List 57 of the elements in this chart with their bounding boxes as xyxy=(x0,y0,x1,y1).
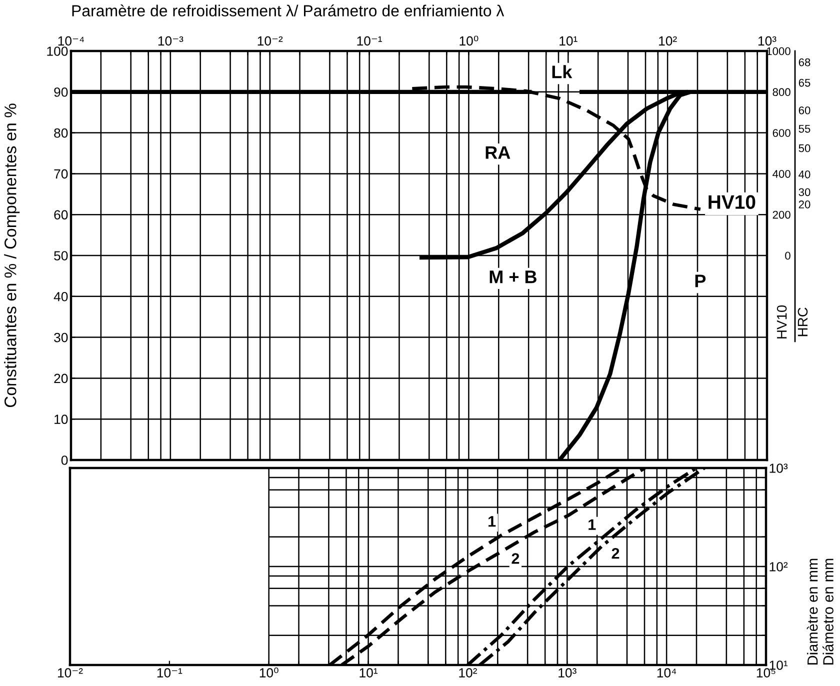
x-tick-label: 10⁻⁴ xyxy=(58,36,84,46)
y2-tick-label: 200 xyxy=(772,210,790,219)
x-tick-label: 10⁰ xyxy=(260,668,278,678)
y2-tick-label: 1000 xyxy=(766,47,790,56)
x-tick-label: 10⁻¹ xyxy=(357,36,382,46)
x-tick-label: 10¹ xyxy=(360,668,378,678)
y-tick-label: 10² xyxy=(770,562,788,572)
y-tick-label: 10 xyxy=(54,414,68,424)
text: 65 xyxy=(798,78,810,87)
y-tick-label: 40 xyxy=(54,292,68,302)
y2-tick-label: 800 xyxy=(772,88,790,96)
text: 55 xyxy=(798,124,810,133)
series-label: 2 xyxy=(512,553,520,564)
y-tick-label: 30 xyxy=(54,332,68,342)
y-tick-label: 10¹ xyxy=(770,660,788,670)
x-tick-label: 10⁻¹ xyxy=(157,668,182,678)
annotation: Lk xyxy=(552,65,572,78)
y-axis-title: Diamètre en mm Diámetro en mm xyxy=(806,558,834,664)
x-axis-title: Paramètre de refroidissement λ/ Parámetro de enfriamiento λ xyxy=(72,4,504,16)
text: HRC xyxy=(798,308,808,336)
x-tick-label: 10² xyxy=(659,36,677,46)
text: 68 xyxy=(798,58,810,66)
series-label: HV10 xyxy=(708,195,756,209)
y-tick-label: 10³ xyxy=(770,464,788,473)
y-tick-label: 60 xyxy=(54,210,68,220)
text: 60 xyxy=(798,106,810,114)
x-tick-label: 10⁻² xyxy=(58,668,83,678)
series-label: 2 xyxy=(612,548,620,559)
text: 30 xyxy=(798,188,810,196)
annotation: RA xyxy=(486,146,510,159)
x-tick-label: 10⁻³ xyxy=(158,36,184,46)
series-label: 1 xyxy=(488,516,496,527)
y-tick-label: 70 xyxy=(54,169,68,179)
y-tick-label: 20 xyxy=(54,374,68,384)
x-tick-label: 10⁻² xyxy=(258,36,283,46)
y2-axis-title: HV10 xyxy=(776,305,787,338)
annotation: P xyxy=(695,274,706,288)
x-tick-label: 10³ xyxy=(758,36,776,46)
x-tick-label: 10⁰ xyxy=(460,36,478,46)
annotation: M + B xyxy=(490,270,536,284)
y-tick-label: 0 xyxy=(61,456,68,465)
text: 40 xyxy=(798,170,810,178)
y2-tick-label: 600 xyxy=(772,129,790,137)
y-axis-title: Constituantes en % / Componentes en % xyxy=(4,104,20,408)
y-tick-label: 90 xyxy=(54,87,68,97)
x-tick-label: 10² xyxy=(459,668,477,678)
text: 50 xyxy=(798,144,810,152)
y-tick-label: 50 xyxy=(54,251,68,260)
x-tick-label: 10³ xyxy=(558,668,576,678)
x-tick-label: 10¹ xyxy=(560,36,578,46)
x-tick-label: 10⁵ xyxy=(756,668,776,678)
x-tick-label: 10⁴ xyxy=(657,668,676,678)
text: 20 xyxy=(798,200,810,208)
y-tick-label: 100 xyxy=(47,46,68,56)
y-tick-label: 80 xyxy=(54,128,68,138)
series-label: 1 xyxy=(588,519,596,530)
y2-tick-label: 400 xyxy=(772,170,790,178)
